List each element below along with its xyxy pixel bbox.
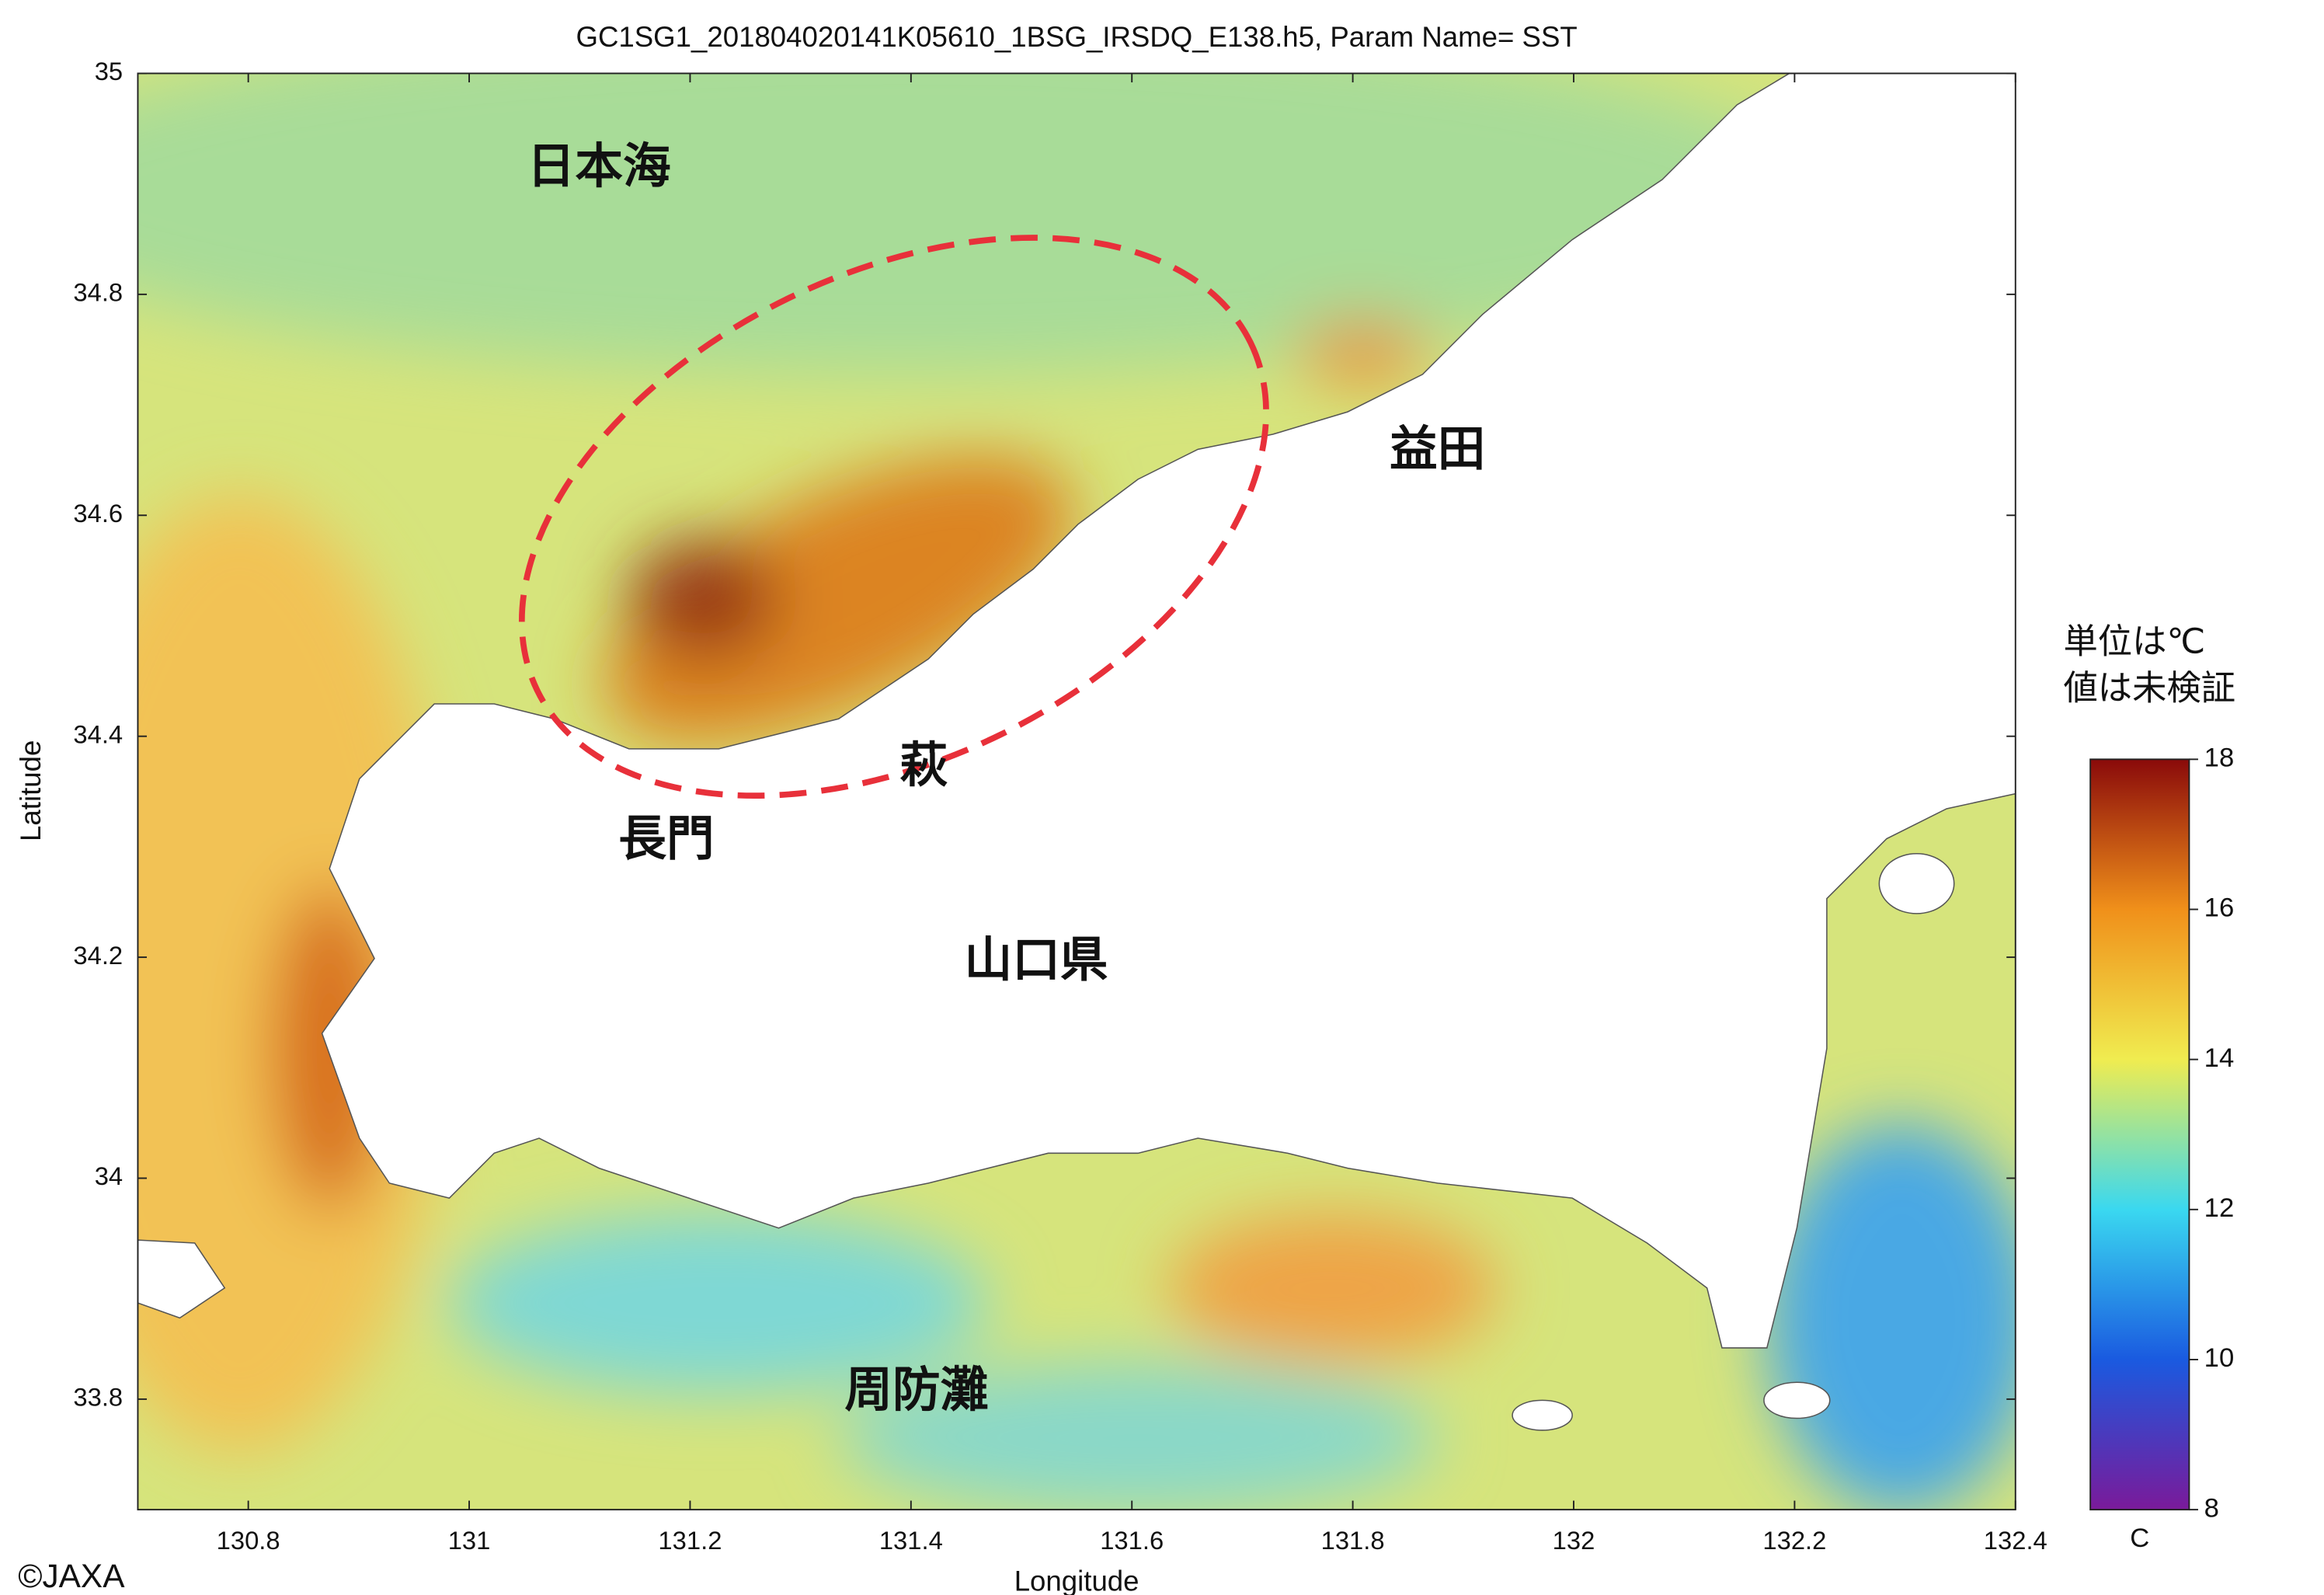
colorbar-tick-label: 14 [2204,1043,2235,1073]
plot-frame [137,72,2016,1511]
place-label: 益田 [1390,421,1485,477]
place-label: 日本海 [527,138,671,194]
x-tick-label: 131.2 [658,1526,722,1555]
x-tick-label: 131.8 [1321,1526,1385,1555]
place-label: 長門 [618,810,714,866]
unit-note: 単位は℃ [2063,623,2205,661]
credit: ©JAXA [18,1558,125,1594]
y-tick-label: 34.6 [73,499,123,528]
colorbar-tick-label: 8 [2204,1493,2219,1523]
highlight-ellipse [518,235,1269,799]
x-tick-label: 132.4 [1984,1526,2047,1555]
colorbar-tick-label: 18 [2204,743,2235,772]
x-tick-label: 132.2 [1762,1526,1826,1555]
x-tick-label: 130.8 [217,1526,280,1555]
place-label: 山口県 [965,932,1108,988]
island [1878,853,1955,914]
colorbar-tick-label: 10 [2204,1343,2235,1373]
y-axis-label: Latitude [15,740,47,841]
colorbar-tick-label: 16 [2204,893,2235,923]
x-tick-label: 131 [448,1526,491,1555]
place-label: 萩 [900,737,948,793]
colorbar-label: C [2130,1524,2149,1553]
y-tick-label: 34.4 [73,719,123,748]
chart-title: GC1SG1_201804020141K05610_1BSG_IRSDQ_E13… [576,21,1577,53]
place-label: 周防灘 [844,1362,988,1418]
island [137,1239,226,1319]
y-tick-label: 35 [95,57,123,85]
island [1512,1399,1573,1431]
x-axis-label: Longitude [1014,1565,1139,1595]
land [321,73,2016,1349]
x-tick-label: 131.4 [879,1526,943,1555]
colorbar [2089,758,2190,1511]
x-tick-label: 131.6 [1100,1526,1164,1555]
colorbar-tick-label: 12 [2204,1193,2235,1223]
unit-note: 値は未検証 [2063,669,2235,707]
y-tick-label: 34 [95,1161,123,1190]
y-tick-label: 33.8 [73,1383,123,1412]
y-tick-label: 34.8 [73,278,123,307]
x-tick-label: 132 [1553,1526,1595,1555]
island [1763,1381,1831,1419]
y-tick-label: 34.2 [73,941,123,970]
sst-field [137,73,2016,1510]
